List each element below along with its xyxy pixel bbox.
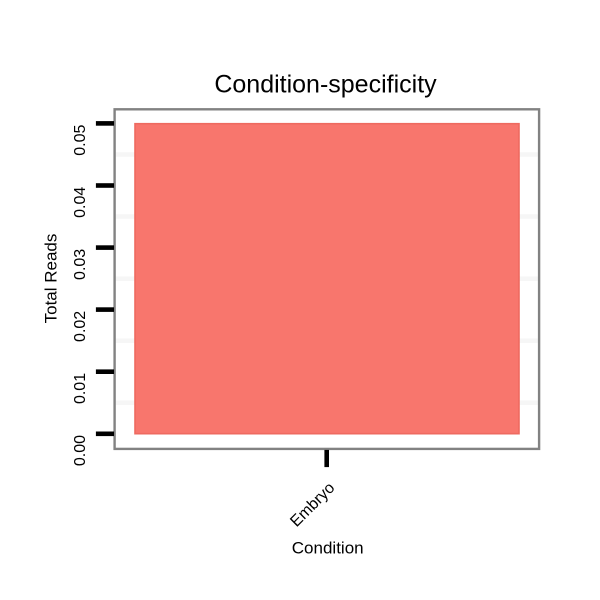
svg-text:0.05: 0.05 (72, 124, 89, 155)
svg-text:Total Reads: Total Reads (42, 234, 61, 324)
svg-text:Condition: Condition (292, 538, 364, 557)
svg-text:0.02: 0.02 (72, 311, 89, 342)
svg-text:0.00: 0.00 (72, 435, 89, 466)
svg-text:0.04: 0.04 (72, 187, 89, 218)
svg-text:Condition-specificity: Condition-specificity (214, 71, 437, 99)
svg-text:0.01: 0.01 (72, 373, 89, 404)
svg-text:0.03: 0.03 (72, 249, 89, 280)
